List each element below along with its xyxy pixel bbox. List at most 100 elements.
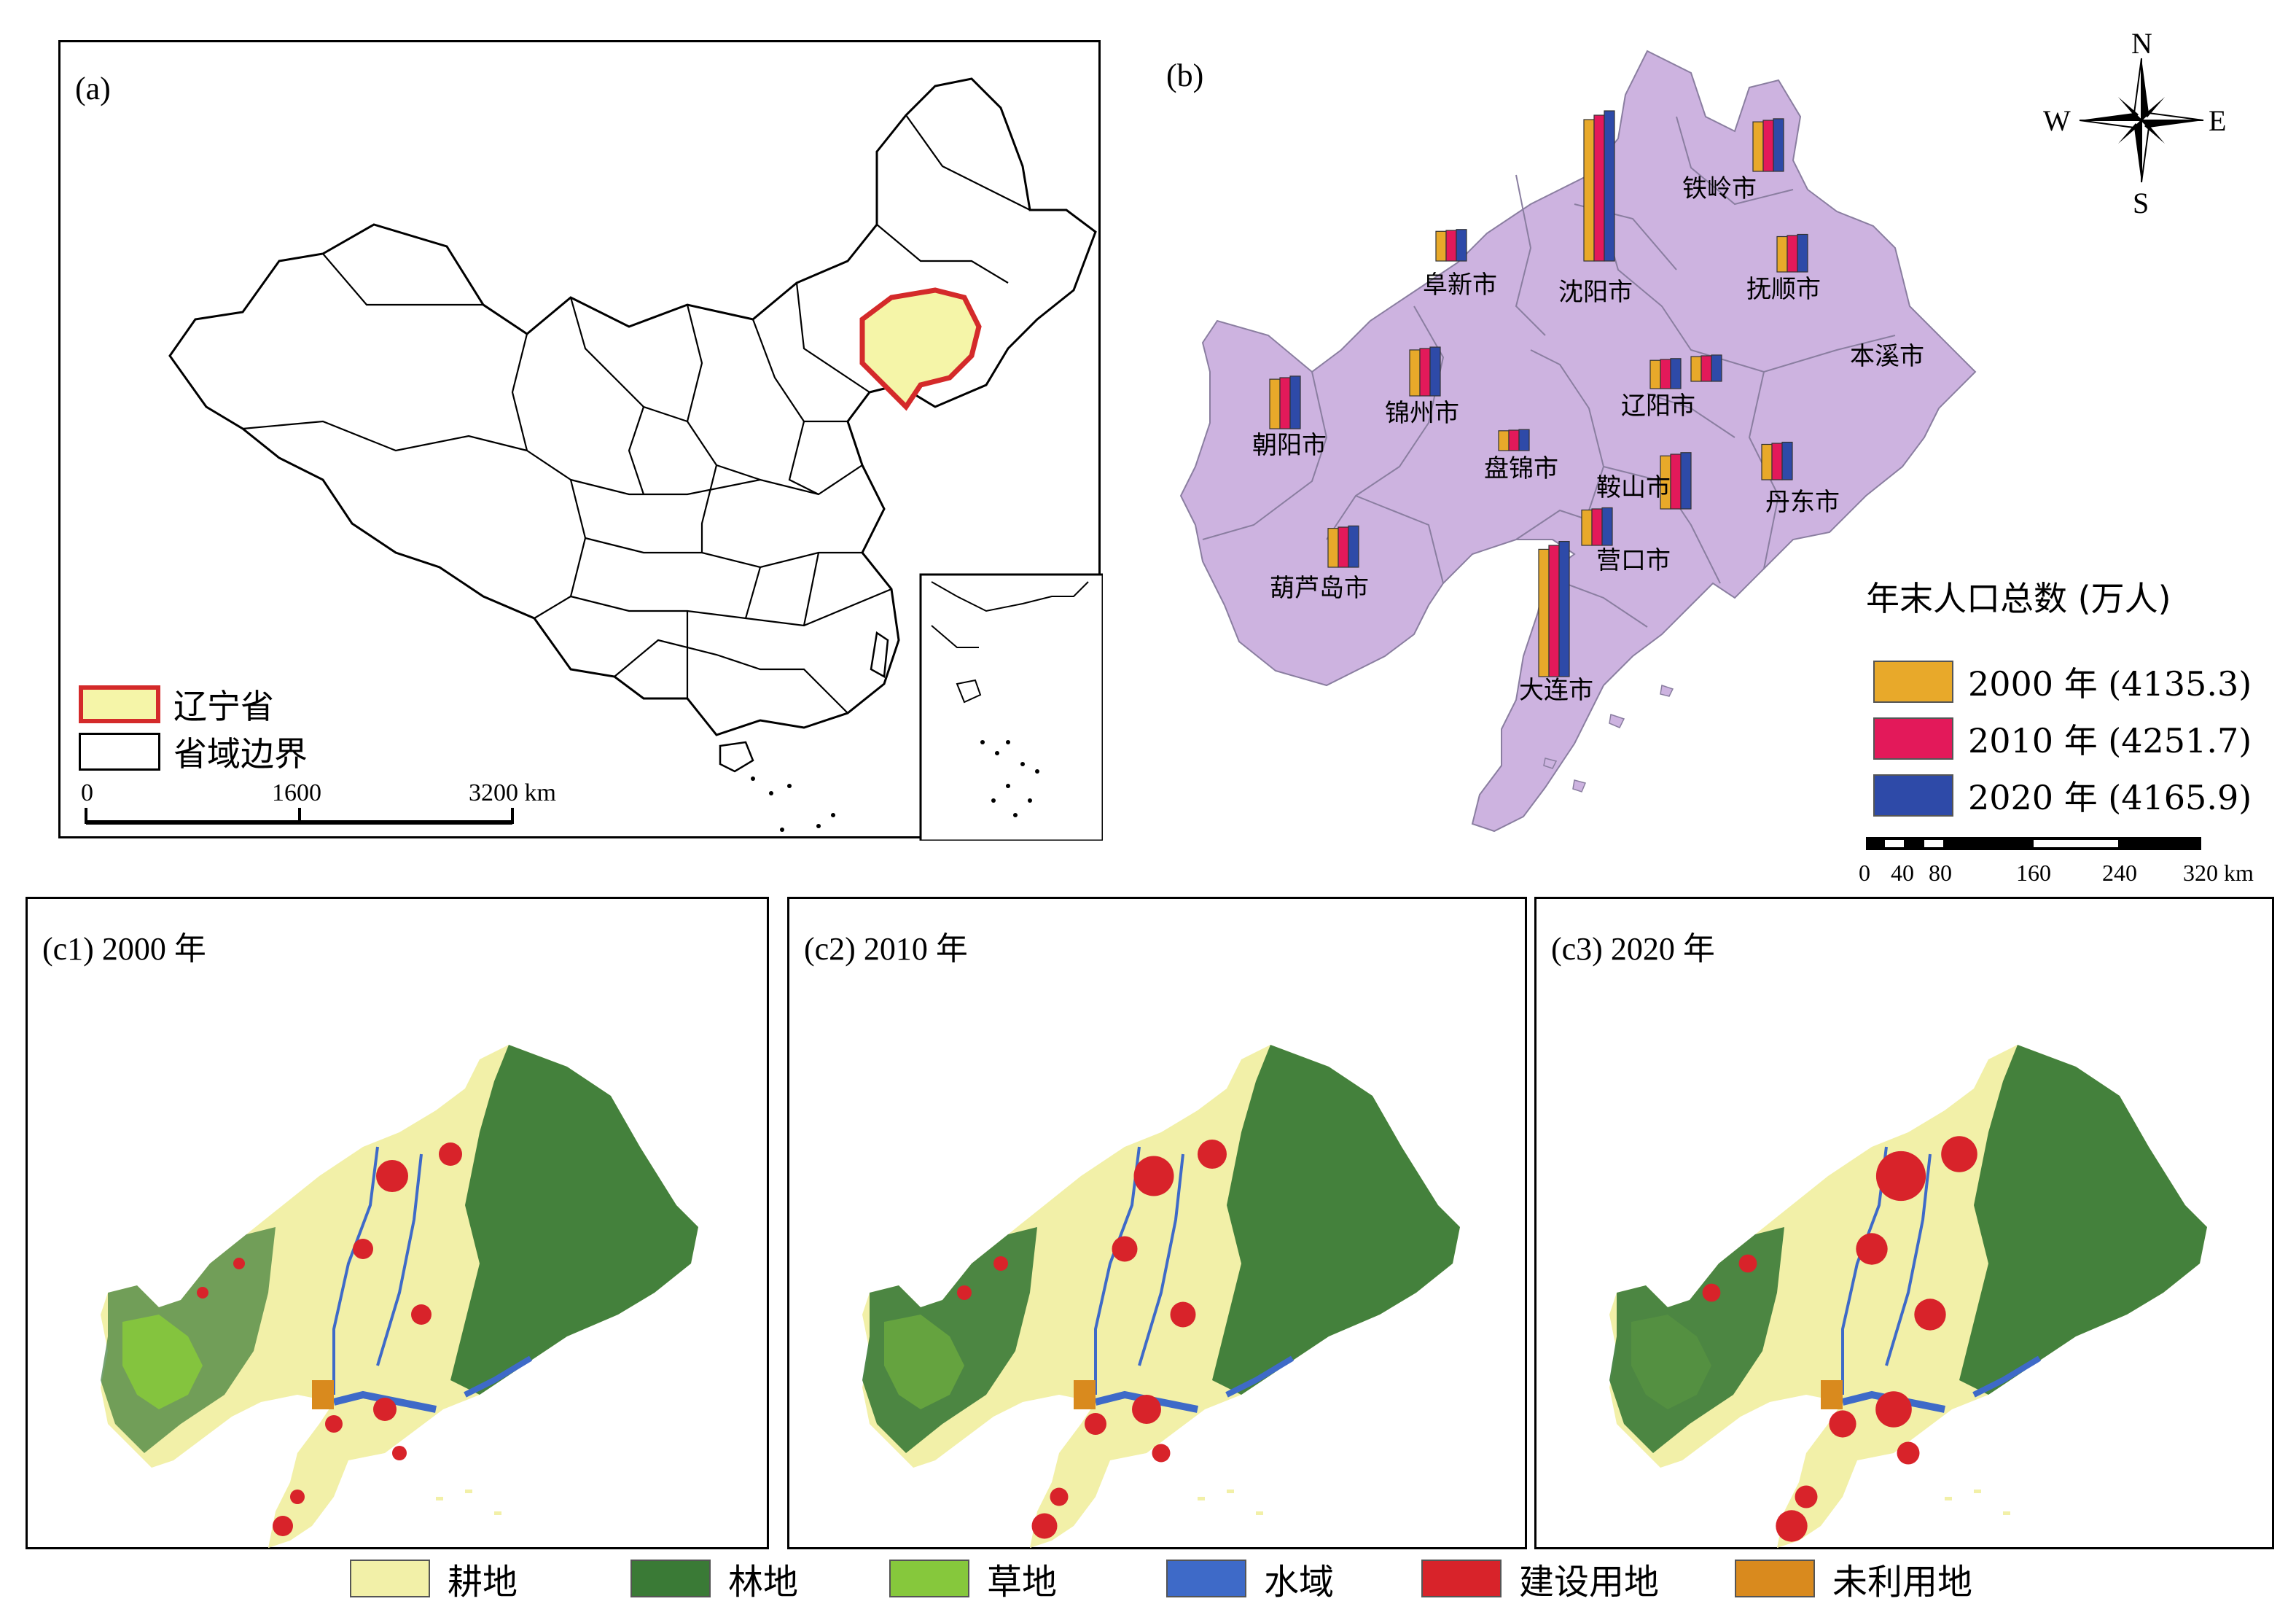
population-bar-4-2 (1711, 354, 1722, 382)
legend-2020: 2020 年 (4165.9) (1873, 771, 2252, 819)
liaoning-city-map: 铁岭市 阜新市 沈阳市 抚顺市 本溪市 朝阳市 锦州市 辽阳市 盘锦市 鞍山市 … (1179, 29, 2226, 833)
city-label-fushun: 抚顺市 (1746, 276, 1821, 303)
taiwan-island (870, 631, 889, 679)
panel-c3-label: (c3) 2020 年 (1551, 931, 1715, 967)
panel-a-label: (a) (75, 71, 111, 106)
legend-swatch-boundary (79, 733, 160, 771)
china-provinces-map (168, 77, 1103, 841)
scale-b-tick-5: 320 km (2183, 860, 2254, 886)
population-bar-5-0 (1269, 378, 1281, 429)
population-bar-3-2 (1797, 233, 1808, 273)
china-outline (168, 77, 1097, 736)
population-bar-8-1 (1508, 429, 1520, 451)
legend-swatch-cropland (350, 1560, 430, 1597)
city-label-liaoyang: 辽阳市 (1621, 392, 1695, 420)
scale-a-tick-1: 1600 (272, 779, 321, 806)
landuse-map-2020 (1609, 1045, 2207, 1548)
legend-text-2020: 2020 年 (4165.9) (1968, 778, 2252, 817)
city-label-jinzhou: 锦州市 (1385, 400, 1459, 427)
city-label-anshan: 鞍山市 (1596, 474, 1671, 502)
legend-swatch-2010 (1873, 717, 1953, 760)
scale-a-tick-0: 0 (81, 779, 93, 806)
legend-text-forest: 林地 (728, 1562, 799, 1603)
compass-e: E (2209, 104, 2226, 137)
population-bar-2-1 (1593, 114, 1605, 262)
legend-text-built-up: 建设用地 (1519, 1562, 1660, 1603)
south-sea-inset (919, 573, 1103, 841)
population-bar-13-2 (1558, 540, 1570, 677)
panel-b-population-map: (b) (1137, 29, 2296, 889)
city-label-shenyang: 沈阳市 (1558, 279, 1633, 306)
population-bar-2-2 (1604, 110, 1615, 262)
panel-c2-landuse-2010: (c2) 2010 年 (787, 897, 1527, 1549)
legend-swatch-grassland (889, 1560, 969, 1597)
population-bar-9-1 (1670, 453, 1682, 510)
legend-text-water: 水域 (1264, 1562, 1335, 1603)
legend-text-grassland: 草地 (987, 1562, 1058, 1603)
population-bar-5-2 (1289, 375, 1301, 429)
population-bar-1-0 (1435, 230, 1447, 262)
population-bar-13-0 (1538, 548, 1550, 677)
city-label-chaoyang: 朝阳市 (1252, 432, 1327, 459)
panel-c1-label: (c1) 2000 年 (42, 931, 206, 967)
legend-text-2000: 2000 年 (4135.3) (1968, 664, 2252, 704)
population-bar-10-1 (1771, 443, 1783, 480)
legend-text-boundary: 省域边界 (173, 734, 308, 774)
population-bar-6-0 (1409, 349, 1421, 397)
population-bar-0-2 (1773, 118, 1784, 172)
population-bar-11-2 (1601, 507, 1613, 546)
compass-n: N (2131, 29, 2152, 60)
city-label-huludao: 葫芦岛市 (1270, 575, 1369, 602)
legend-swatch-forest (630, 1560, 711, 1597)
population-bar-10-2 (1781, 441, 1793, 480)
panel-b-label: (b) (1166, 58, 1204, 93)
city-labels: 铁岭市 阜新市 沈阳市 抚顺市 本溪市 朝阳市 锦州市 辽阳市 盘锦市 鞍山市 … (1252, 175, 1924, 704)
compass-s: S (2133, 187, 2149, 219)
population-bar-7-1 (1660, 359, 1671, 389)
legend-2000: 2000 年 (4135.3) (1873, 658, 2252, 706)
legend-swatch-liaoning (79, 685, 160, 723)
population-bar-13-1 (1548, 545, 1560, 677)
population-bar-1-2 (1456, 229, 1467, 262)
panel-a-china-map: (a) (58, 40, 1103, 841)
scale-b-tick-4: 240 (2102, 860, 2137, 886)
landuse-legend: 耕地 林地 草地 水域 建设用地 未利用地 (343, 1553, 2092, 1603)
population-bar-4-1 (1700, 355, 1712, 382)
population-legend-title: 年末人口总数 (万人) (1866, 579, 2171, 618)
scale-bar-a: 0 1600 3200 km (81, 779, 556, 825)
south-sea-islands (751, 776, 835, 832)
legend-swatch-2020 (1873, 774, 1953, 817)
landuse-map-2000 (101, 1045, 698, 1548)
population-bar-8-2 (1518, 429, 1530, 451)
legend-province-boundary: 省域边界 (79, 728, 308, 776)
inset-coastline (931, 581, 1089, 612)
population-bar-6-2 (1429, 346, 1441, 397)
population-bars (1269, 110, 1808, 677)
population-bar-6-1 (1419, 348, 1431, 397)
population-bar-5-1 (1279, 377, 1291, 429)
population-bar-11-1 (1591, 508, 1603, 546)
city-label-yingkou: 营口市 (1596, 547, 1671, 575)
legend-text-cropland: 耕地 (448, 1562, 518, 1603)
scale-b-tick-3: 160 (2016, 860, 2051, 886)
scale-b-tick-0: 0 (1859, 860, 1870, 886)
population-bar-2-0 (1583, 119, 1595, 262)
city-label-dandong: 丹东市 (1765, 488, 1840, 516)
population-bar-8-0 (1498, 430, 1510, 451)
liaoning-highlight (859, 287, 982, 411)
compass-w: W (2043, 104, 2071, 137)
legend-swatch-water (1166, 1560, 1246, 1597)
city-label-dalian: 大连市 (1519, 677, 1593, 704)
scale-a-tick-2: 3200 km (469, 779, 556, 806)
legend-swatch-unused (1735, 1560, 1815, 1597)
population-bar-9-2 (1680, 452, 1692, 510)
legend-swatch-2000 (1873, 661, 1953, 703)
legend-text-unused: 未利用地 (1832, 1562, 1973, 1603)
panel-c3-landuse-2020: (c3) 2020 年 (1534, 897, 2274, 1549)
population-bar-1-1 (1445, 230, 1457, 262)
compass-icon: N S E W (2043, 29, 2226, 219)
city-label-fuxin: 阜新市 (1423, 271, 1497, 299)
landuse-map-2010 (862, 1045, 1460, 1548)
population-bar-3-0 (1776, 235, 1788, 273)
legend-forest: 林地 (630, 1553, 798, 1604)
